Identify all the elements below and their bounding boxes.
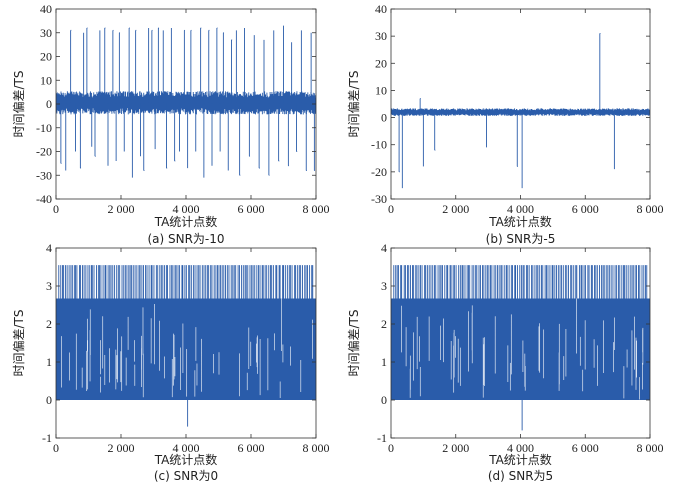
series-d xyxy=(391,265,650,431)
y-tick-label: 1 xyxy=(381,355,387,369)
noise-band xyxy=(391,298,650,400)
x-tick-label: 2 000 xyxy=(108,441,135,455)
y-tick-label: 4 xyxy=(381,241,387,255)
band-gaps xyxy=(401,298,644,400)
y-tick-label: 1 xyxy=(46,355,52,369)
y-axis-title: 时间偏差/TS xyxy=(11,310,26,377)
y-tick-label: 2 xyxy=(381,317,387,331)
x-tick-label: 4 000 xyxy=(507,202,534,216)
series-b xyxy=(391,32,650,189)
upper-spikes xyxy=(58,265,314,299)
y-axis-title: 时间偏差/TS xyxy=(11,71,26,138)
y-tick-label: 0 xyxy=(46,97,52,111)
y-tick-label: -10 xyxy=(371,138,387,152)
x-tick-label: 2 000 xyxy=(108,202,135,216)
y-tick-label: 20 xyxy=(375,56,387,70)
x-tick-label: 0 xyxy=(388,441,394,455)
y-tick-label: 2 xyxy=(46,317,52,331)
x-tick-label: 2 000 xyxy=(442,441,469,455)
y-tick-label: -20 xyxy=(371,165,387,179)
x-tick-label: 6 000 xyxy=(572,441,599,455)
x-tick-label: 2 000 xyxy=(442,202,469,216)
y-tick-label: 0 xyxy=(381,393,387,407)
y-tick-label: -30 xyxy=(36,168,52,182)
y-tick-label: 20 xyxy=(40,50,52,64)
x-tick-label: 4 000 xyxy=(507,441,534,455)
panel-caption: (b) SNR为-5 xyxy=(486,232,556,246)
x-tick-label: 8 000 xyxy=(637,202,664,216)
y-tick-label: -40 xyxy=(36,192,52,206)
y-tick-label: 40 xyxy=(40,2,52,16)
panel-b: 0 2 000 4 000 6 000 8 000 -30 -20 -10 0 10 20 30 40 时… xyxy=(346,2,664,246)
y-tick-label: 0 xyxy=(46,393,52,407)
y-tick-label: -1 xyxy=(377,431,387,445)
y-tick-label: 10 xyxy=(375,83,387,97)
y-axis-title: 时间偏差/TS xyxy=(346,71,361,138)
x-tick-label: 6 000 xyxy=(572,202,599,216)
band-gaps xyxy=(61,298,313,399)
x-tick-label: 0 xyxy=(388,202,394,216)
y-tick-label: -30 xyxy=(371,192,387,206)
upper-spikes xyxy=(393,265,648,299)
panel-caption: (a) SNR为-10 xyxy=(147,232,224,246)
x-axis-title: TA统计点数 xyxy=(488,452,552,467)
x-tick-label: 6 000 xyxy=(238,441,265,455)
x-tick-label: 4 000 xyxy=(173,441,200,455)
x-tick-label: 8 000 xyxy=(303,202,330,216)
y-tick-label: 4 xyxy=(46,241,52,255)
plot-frame xyxy=(390,8,651,200)
y-tick-label: 30 xyxy=(375,29,387,43)
y-tick-label: -1 xyxy=(42,431,52,445)
panel-caption: (d) SNR为5 xyxy=(488,469,553,483)
y-tick-label: 0 xyxy=(381,111,387,125)
x-tick-label: 8 000 xyxy=(637,441,664,455)
x-axis-title: TA统计点数 xyxy=(154,452,218,467)
panel-a: 0 2 000 4 000 6 000 8 000 -40 -30 -20 -10 0 10 20 30… xyxy=(11,2,330,246)
series-c xyxy=(56,265,316,427)
x-axis-title: TA统计点数 xyxy=(488,214,552,229)
x-tick-label: 0 xyxy=(53,441,59,455)
x-tick-label: 0 xyxy=(53,202,59,216)
noise-band xyxy=(56,298,316,400)
y-tick-label: -10 xyxy=(36,121,52,135)
series-a xyxy=(56,25,316,178)
y-tick-label: -20 xyxy=(36,145,52,159)
x-tick-label: 8 000 xyxy=(303,441,330,455)
x-tick-label: 4 000 xyxy=(173,202,200,216)
y-tick-label: 3 xyxy=(381,279,387,293)
panel-caption: (c) SNR为0 xyxy=(154,469,218,483)
y-tick-label: 30 xyxy=(40,26,52,40)
y-tick-label: 40 xyxy=(375,2,387,16)
y-tick-label: 10 xyxy=(40,73,52,87)
x-axis-title: TA统计点数 xyxy=(154,214,218,229)
y-tick-label: 3 xyxy=(46,279,52,293)
y-axis-title: 时间偏差/TS xyxy=(346,310,361,377)
x-tick-label: 6 000 xyxy=(238,202,265,216)
